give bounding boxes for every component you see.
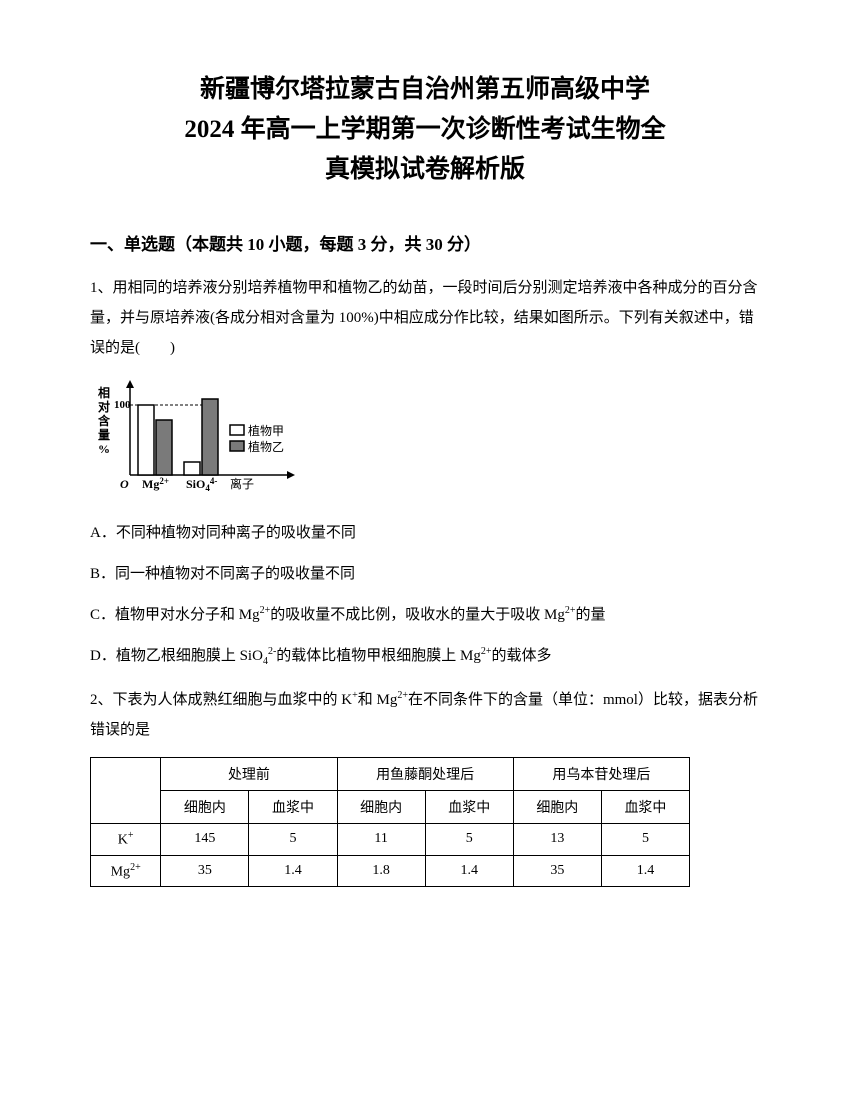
table-cell: 35 [513, 855, 601, 887]
svg-text:O: O [120, 477, 129, 491]
title-line-2: 2024 年高一上学期第一次诊断性考试生物全 [90, 110, 760, 150]
q1-option-d: D．植物乙根细胞膜上 SiO42-的载体比植物甲根细胞膜上 Mg2+的载体多 [90, 643, 760, 671]
q1-option-c: C．植物甲对水分子和 Mg2+的吸收量不成比例，吸收水的量大于吸收 Mg2+的量 [90, 602, 760, 629]
svg-text:SiO44-: SiO44- [186, 476, 217, 493]
table-cell: 5 [601, 824, 689, 856]
q2-stem: 2、下表为人体成熟红细胞与血浆中的 K+和 Mg2+在不同条件下的含量（单位：m… [90, 685, 760, 745]
title-line-1: 新疆博尔塔拉蒙古自治州第五师高级中学 [90, 70, 760, 110]
table-cell: 1.4 [425, 855, 513, 887]
svg-text:Mg2+: Mg2+ [142, 476, 169, 491]
bar-si-jia [184, 462, 200, 475]
table-cell: 11 [337, 824, 425, 856]
section-heading: 一、单选题（本题共 10 小题，每题 3 分，共 30 分） [90, 230, 760, 255]
xlabel-si: SiO [186, 477, 205, 491]
table-header-group2: 用鱼藤酮处理后 [337, 758, 513, 791]
legend-box-yi [230, 441, 244, 451]
table-cell: 5 [425, 824, 513, 856]
table-header-group3: 用乌本苷处理后 [513, 758, 689, 791]
table-sub: 细胞内 [161, 791, 249, 824]
table-cell: 1.8 [337, 855, 425, 887]
table-row-label: Mg2+ [91, 855, 161, 887]
chart-svg: 相 对 含 量 % 100 O Mg2+ SiO44- 离子 植物甲 植物乙 [90, 375, 320, 505]
table-cell: 145 [161, 824, 249, 856]
table-row-label: K+ [91, 824, 161, 856]
table-cell: 35 [161, 855, 249, 887]
table-header-group1: 处理前 [161, 758, 337, 791]
ylabel-char: 含 [98, 413, 111, 428]
xlabel-mg: Mg [142, 477, 159, 491]
title-line-3: 真模拟试卷解析版 [90, 150, 760, 190]
document-title: 新疆博尔塔拉蒙古自治州第五师高级中学 2024 年高一上学期第一次诊断性考试生物… [90, 70, 760, 190]
q1-stem: 1、用相同的培养液分别培养植物甲和植物乙的幼苗，一段时间后分别测定培养液中各种成… [90, 273, 760, 363]
table-sub: 细胞内 [337, 791, 425, 824]
ylabel-char: 相 [98, 385, 110, 400]
table-cell: 5 [249, 824, 337, 856]
ylabel-char: 对 [98, 399, 110, 414]
bar-mg-yi [156, 420, 172, 475]
bar-mg-jia [138, 405, 154, 475]
table-sub: 血浆中 [425, 791, 513, 824]
q2-table: 处理前 用鱼藤酮处理后 用乌本苷处理后 细胞内 血浆中 细胞内 血浆中 细胞内 … [90, 757, 690, 887]
legend-label-jia: 植物甲 [248, 423, 284, 438]
bar-chart: 相 对 含 量 % 100 O Mg2+ SiO44- 离子 植物甲 植物乙 [90, 375, 320, 505]
table-sub: 血浆中 [249, 791, 337, 824]
ylabel-char: 量 [98, 428, 110, 442]
xaxis-label: 离子 [230, 476, 254, 491]
table-sub: 细胞内 [513, 791, 601, 824]
legend-box-jia [230, 425, 244, 435]
q1-option-b: B．同一种植物对不同离子的吸收量不同 [90, 561, 760, 588]
ylabel-char: % [98, 442, 110, 456]
table-cell: 1.4 [601, 855, 689, 887]
legend-label-yi: 植物乙 [248, 439, 284, 454]
bar-si-yi [202, 399, 218, 475]
q1-option-a: A．不同种植物对同种离子的吸收量不同 [90, 520, 760, 547]
table-cell: 1.4 [249, 855, 337, 887]
table-sub: 血浆中 [601, 791, 689, 824]
table-cell: 13 [513, 824, 601, 856]
